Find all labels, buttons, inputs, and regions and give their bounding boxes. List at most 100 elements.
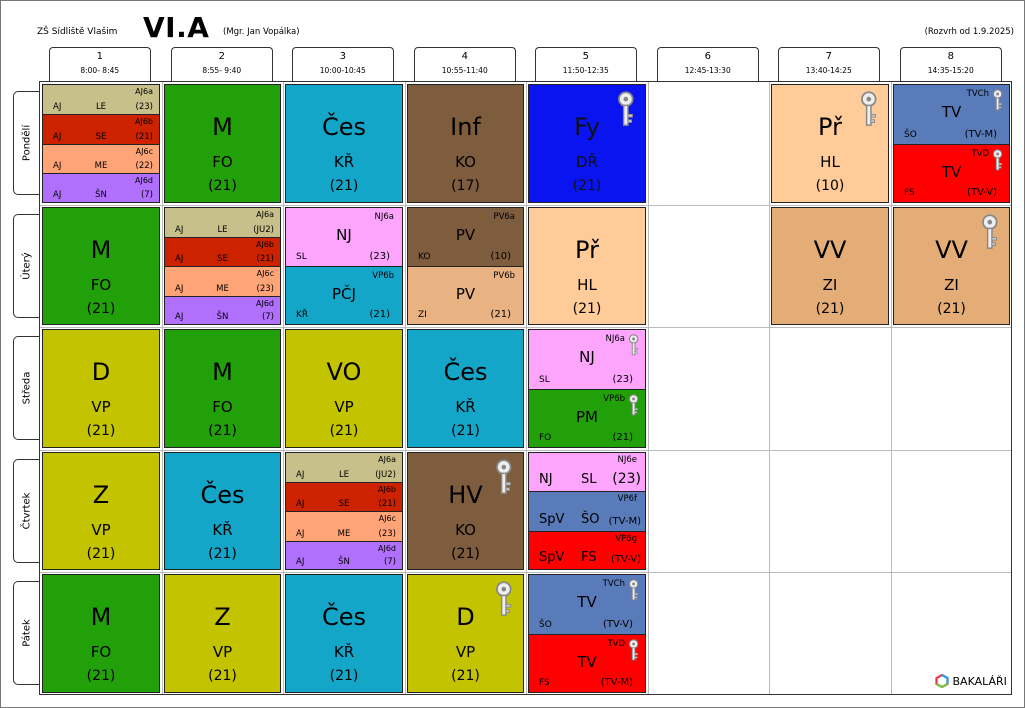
group-lesson-cell[interactable]: TVCh TV ŠO (TV-V) — [528, 574, 646, 635]
key-icon — [992, 148, 1003, 170]
lesson-group: AJ6a — [135, 87, 153, 96]
period-header-4: 4 10:55-11:40 — [414, 47, 516, 81]
bakalari-logo-text: BAKALÁŘI — [952, 675, 1007, 688]
lesson-subject: HV — [448, 481, 483, 509]
group-lesson-cell[interactable]: AJ6b AJ SE (21) — [164, 236, 281, 267]
lesson-cell[interactable]: Fy DŘ (21) — [528, 84, 646, 203]
lesson-subject: M — [212, 113, 233, 141]
group-lesson-cell[interactable]: NJ6a NJ SL (23) — [285, 207, 403, 267]
lesson-cell[interactable]: Čes KŘ (21) — [164, 452, 281, 570]
lesson-group: AJ6d — [135, 176, 153, 186]
lesson-teacher: FS — [539, 678, 550, 688]
lesson-room: (21) — [612, 432, 633, 443]
lesson-subject: TV — [941, 162, 962, 181]
lesson-cell[interactable]: VV ZI (21) — [771, 207, 889, 325]
lesson-cell[interactable]: M FO (21) — [164, 329, 281, 448]
lesson-cell[interactable]: Inf KO (17) — [407, 84, 524, 203]
lesson-cell[interactable]: M FO (21) — [42, 207, 160, 325]
lesson-room: (JU2) — [375, 469, 396, 480]
group-lesson-cell[interactable]: TVD TV FS (TV-M) — [528, 633, 646, 693]
lesson-room: (21) — [378, 499, 396, 509]
period-number: 3 — [339, 51, 346, 62]
lesson-subject: TV — [577, 593, 597, 611]
lesson-room: (JU2) — [253, 224, 274, 235]
lesson-teacher: FO — [212, 398, 233, 416]
lesson-room: (21) — [451, 668, 480, 684]
group-lesson-cell[interactable]: AJ6a AJ LE (23) — [42, 84, 160, 115]
lesson-cell[interactable]: HV KO (21) — [407, 452, 524, 570]
lesson-cell[interactable]: Čes KŘ (21) — [285, 84, 403, 203]
period-time: 13:40-14:25 — [805, 66, 852, 75]
lesson-group: AJ6b — [256, 239, 274, 249]
lesson-cell[interactable]: Př HL (10) — [771, 84, 889, 203]
lesson-cell[interactable]: Př HL (21) — [528, 207, 646, 325]
group-lesson-cell[interactable]: TVCh TV ŠO (TV-M) — [893, 84, 1010, 145]
lesson-cell[interactable]: Čes KŘ (21) — [407, 329, 524, 448]
lesson-teacher: SL — [581, 472, 597, 488]
group-lesson-cell[interactable]: VP6f SpV ŠO (TV-M) — [528, 491, 646, 532]
lesson-room: (TV-V) — [966, 187, 997, 198]
lesson-teacher: FS — [581, 549, 597, 565]
lesson-room: (TV-M) — [964, 128, 997, 140]
period-number: 1 — [96, 51, 103, 62]
group-lesson-cell[interactable]: VP6b PM FO (21) — [528, 388, 646, 448]
lesson-cell[interactable]: M FO (21) — [42, 574, 160, 693]
lesson-subject: Př — [575, 236, 599, 264]
grid-row-line — [40, 450, 1011, 451]
group-lesson-cell[interactable]: VP6b PČJ KŘ (21) — [285, 266, 403, 325]
key-icon — [992, 89, 1003, 111]
group-lesson-cell[interactable]: NJ6e NJ SL (23) — [528, 452, 646, 493]
lesson-cell[interactable]: VV ZI (21) — [893, 207, 1010, 325]
group-lesson-cell[interactable]: AJ6b AJ SE (21) — [285, 481, 403, 512]
group-lesson-cell[interactable]: AJ6a AJ LE (JU2) — [164, 207, 281, 238]
group-lesson-cell[interactable]: AJ6c AJ ME (22) — [42, 143, 160, 175]
lesson-group: TVD — [971, 148, 989, 159]
lesson-teacher: FO — [539, 433, 552, 443]
lesson-cell[interactable]: Čes KŘ (21) — [285, 574, 403, 693]
grid-column-line — [162, 82, 163, 694]
day-name: Pondělí — [21, 124, 32, 162]
group-lesson-cell[interactable]: AJ6d AJ ŠN (7) — [42, 173, 160, 203]
group-lesson-cell[interactable]: AJ6c AJ ME (23) — [285, 511, 403, 542]
lesson-group: AJ6a — [378, 455, 396, 464]
key-icon — [618, 91, 634, 126]
group-lesson-cell[interactable]: AJ6d AJ ŠN (7) — [164, 295, 281, 325]
lesson-subject: Čes — [200, 481, 245, 509]
group-lesson-cell[interactable]: AJ6c AJ ME (23) — [164, 266, 281, 297]
lesson-teacher: VP — [455, 643, 476, 661]
group-lesson-cell[interactable]: AJ6d AJ ŠN (7) — [285, 540, 403, 570]
period-time: 8:00- 8:45 — [80, 66, 120, 75]
lesson-group: TVCh — [966, 89, 989, 99]
lesson-subject: AJ — [175, 224, 184, 235]
lesson-cell[interactable]: Z VP (21) — [42, 452, 160, 570]
lesson-cell[interactable]: Z VP (21) — [164, 574, 281, 693]
group-lesson-cell[interactable]: AJ6b AJ SE (21) — [42, 113, 160, 145]
lesson-cell[interactable]: D VP (21) — [407, 574, 524, 693]
timetable-grid: M FO (21) Čes KŘ (21) Inf KO (17) Fy DŘ (21) Př HL (10… — [39, 81, 1012, 695]
lesson-group: AJ6b — [378, 484, 396, 494]
lesson-cell[interactable]: VO VP (21) — [285, 329, 403, 448]
period-header-8: 8 14:35-15:20 — [900, 47, 1002, 81]
lesson-teacher: KŘ — [212, 521, 233, 539]
lesson-room: (23) — [612, 471, 641, 488]
lesson-cell[interactable]: M FO (21) — [164, 84, 281, 203]
period-number: 2 — [218, 51, 225, 62]
group-lesson-cell[interactable]: PV6b PV ZI (21) — [407, 266, 524, 325]
lesson-subject: AJ — [53, 131, 62, 142]
lesson-cell[interactable]: D VP (21) — [42, 329, 160, 448]
group-lesson-cell[interactable]: NJ6a NJ SL (23) — [528, 329, 646, 390]
period-number: 7 — [825, 51, 832, 62]
lesson-subject: PV — [455, 226, 476, 244]
group-lesson-cell[interactable]: AJ6a AJ LE (JU2) — [285, 452, 403, 483]
lesson-teacher: SE — [95, 131, 107, 142]
lesson-room: (22) — [135, 161, 153, 172]
lesson-room: (21) — [208, 668, 237, 684]
lesson-room: (23) — [369, 251, 390, 262]
lesson-room: (21) — [572, 178, 602, 194]
period-time: 10:00-10:45 — [319, 66, 366, 75]
lesson-room: (21) — [208, 423, 237, 439]
group-lesson-cell[interactable]: TVD TV FS (TV-V) — [893, 143, 1010, 203]
lesson-room: (21) — [208, 178, 237, 194]
group-lesson-cell[interactable]: VP6g SpV FS (TV-V) — [528, 530, 646, 570]
group-lesson-cell[interactable]: PV6a PV KO (10) — [407, 207, 524, 267]
